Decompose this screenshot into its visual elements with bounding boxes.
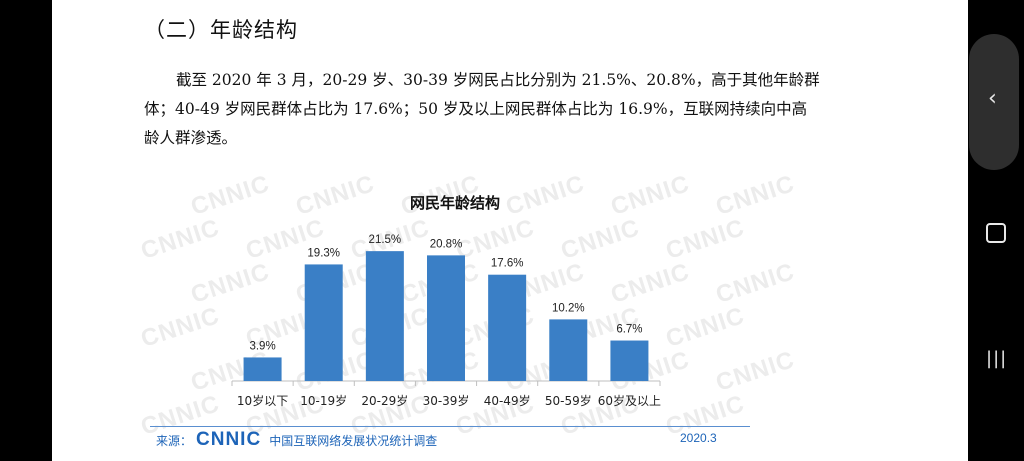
paragraph-line-2: 体；40-49 岁网民群体占比为 17.6%；50 岁及以上网民群体占比为 16… (144, 100, 808, 118)
bar-value-label: 21.5% (369, 234, 402, 246)
bar-value-label: 17.6% (491, 258, 524, 270)
bar-value-label: 20.8% (430, 238, 463, 250)
back-icon[interactable]: ‹ (988, 86, 997, 111)
bar (549, 319, 588, 381)
bar-value-label: 19.3% (307, 247, 340, 259)
chart-title: 网民年龄结构 (410, 194, 500, 212)
bar-value-label: 6.7% (616, 324, 642, 336)
category-label: 10岁以下 (237, 393, 288, 408)
category-label: 50-59岁 (545, 393, 592, 408)
back-button-pill[interactable] (969, 34, 1019, 170)
body-paragraph: 截至 2020 年 3 月，20-29 岁、30-39 岁网民占比分别为 21.… (144, 66, 874, 153)
bar (304, 264, 343, 381)
source-label: 来源： (156, 433, 193, 448)
category-label: 40-49岁 (484, 393, 531, 408)
category-label: 60岁及以上 (598, 393, 661, 408)
recent-apps-icon[interactable]: ||| (986, 348, 1008, 369)
home-icon[interactable] (986, 223, 1006, 243)
category-label: 20-29岁 (361, 393, 408, 408)
bar (365, 251, 404, 381)
bar-value-label: 3.9% (249, 340, 275, 352)
cnnic-logo: CNNIC (196, 429, 262, 450)
category-label: 30-39岁 (423, 393, 470, 408)
section-title: （二）年龄结构 (144, 18, 298, 42)
paragraph-line-1: 截至 2020 年 3 月，20-29 岁、30-39 岁网民占比分别为 21.… (176, 71, 820, 89)
bar (610, 340, 649, 381)
bar (243, 357, 282, 381)
report-date: 2020.3 (680, 431, 717, 445)
footer-source: 来源： CNNIC 中国互联网络发展状况统计调查 (156, 429, 438, 450)
age-structure-chart: CNNIC CNNIC CNNIC CNNIC CNNIC CNNIC CNNIC CNNIC… (138, 170, 798, 460)
bar-chart-svg: 网民年龄结构 3.9% 10岁以下 19.3% 10-19岁 21.5% 20-29岁 20.… (231, 194, 661, 408)
source-org: 中国互联网络发展状况统计调查 (269, 433, 438, 448)
bar-value-label: 10.2% (552, 302, 585, 314)
bar (488, 274, 527, 381)
footer-divider (150, 426, 750, 427)
bar (427, 255, 465, 381)
category-label: 10-19岁 (300, 393, 347, 408)
paragraph-line-3: 龄人群渗透。 (144, 129, 238, 147)
document-page: （二）年龄结构 截至 2020 年 3 月，20-29 岁、30-39 岁网民占… (52, 0, 968, 461)
